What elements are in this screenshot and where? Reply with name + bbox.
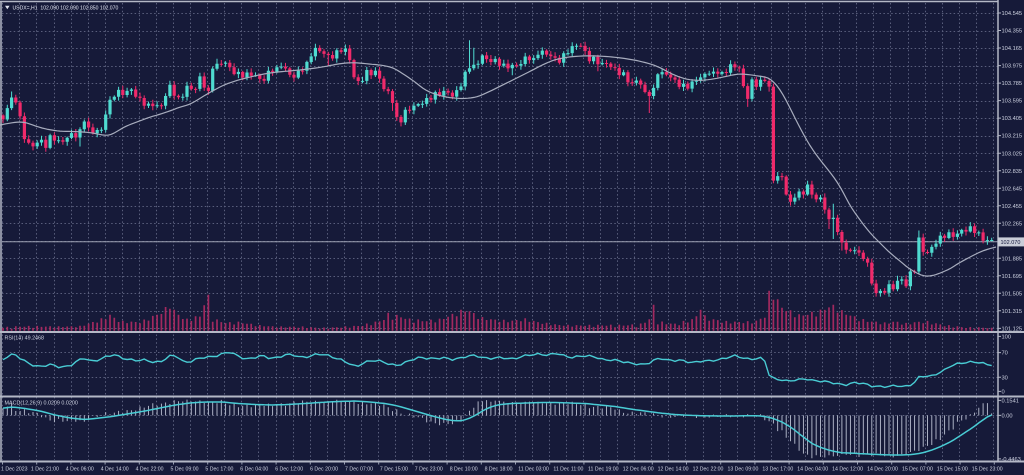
- svg-text:102.835: 102.835: [1002, 169, 1023, 175]
- svg-text:104.165: 104.165: [1002, 46, 1023, 52]
- svg-text:70: 70: [1002, 351, 1008, 357]
- svg-text:4 Dec 14:00: 4 Dec 14:00: [101, 466, 129, 472]
- svg-text:101.125: 101.125: [1002, 327, 1023, 333]
- svg-text:103.595: 103.595: [1002, 99, 1023, 105]
- svg-text:11 Dec 19:00: 11 Dec 19:00: [588, 466, 619, 472]
- svg-text:8 Dec 10:00: 8 Dec 10:00: [450, 466, 478, 472]
- svg-text:8 Dec 18:00: 8 Dec 18:00: [485, 466, 513, 472]
- svg-text:13 Dec 09:00: 13 Dec 09:00: [727, 466, 758, 472]
- svg-text:5 Dec 17:00: 5 Dec 17:00: [205, 466, 233, 472]
- svg-text:12 Dec 22:00: 12 Dec 22:00: [693, 466, 724, 472]
- svg-text:12 Dec 14:00: 12 Dec 14:00: [658, 466, 689, 472]
- svg-text:15 Dec 07:00: 15 Dec 07:00: [902, 466, 933, 472]
- svg-text:102.070: 102.070: [1001, 240, 1021, 246]
- svg-text:USDX=,H1 102.090 102.090 102.: USDX=,H1 102.090 102.090 102.850 102.070: [13, 5, 119, 11]
- svg-text:0.00: 0.00: [1002, 414, 1013, 420]
- svg-text:100: 100: [1002, 335, 1012, 341]
- svg-text:14 Dec 12:00: 14 Dec 12:00: [832, 466, 863, 472]
- svg-text:102.265: 102.265: [1002, 221, 1023, 227]
- svg-text:15 Dec 15:00: 15 Dec 15:00: [937, 466, 968, 472]
- svg-text:102.455: 102.455: [1002, 204, 1023, 210]
- svg-text:7 Dec 23:00: 7 Dec 23:00: [415, 466, 443, 472]
- svg-text:11 Dec 11:00: 11 Dec 11:00: [553, 466, 583, 472]
- svg-text:101.505: 101.505: [1002, 291, 1023, 297]
- svg-text:4 Dec 06:00: 4 Dec 06:00: [66, 466, 94, 472]
- svg-text:30: 30: [1002, 375, 1008, 381]
- svg-text:MACD(12,26,9) 0.0209 0.0200: MACD(12,26,9) 0.0209 0.0200: [5, 401, 78, 407]
- svg-text:12 Dec 06:00: 12 Dec 06:00: [623, 466, 654, 472]
- svg-text:0: 0: [1002, 390, 1005, 396]
- svg-text:103.405: 103.405: [1002, 116, 1023, 122]
- svg-text:-0.4463: -0.4463: [1002, 457, 1021, 463]
- svg-text:6 Dec 20:00: 6 Dec 20:00: [310, 466, 338, 472]
- svg-text:7 Dec 15:00: 7 Dec 15:00: [380, 466, 408, 472]
- svg-text:14 Dec 20:00: 14 Dec 20:00: [867, 466, 898, 472]
- svg-text:104.355: 104.355: [1002, 29, 1023, 35]
- svg-text:4 Dec 22:00: 4 Dec 22:00: [136, 466, 164, 472]
- svg-text:1 Dec 21:00: 1 Dec 21:00: [31, 466, 59, 472]
- svg-text:101.695: 101.695: [1002, 274, 1023, 280]
- svg-text:103.785: 103.785: [1002, 81, 1023, 87]
- svg-text:11 Dec 03:00: 11 Dec 03:00: [518, 466, 549, 472]
- svg-text:RSI(14) 49.2468: RSI(14) 49.2468: [5, 336, 45, 342]
- svg-text:101.885: 101.885: [1002, 256, 1023, 262]
- svg-text:7 Dec 07:00: 7 Dec 07:00: [345, 466, 373, 472]
- svg-text:5 Dec 09:00: 5 Dec 09:00: [171, 466, 199, 472]
- svg-text:101.315: 101.315: [1002, 309, 1023, 315]
- svg-text:14 Dec 04:00: 14 Dec 04:00: [797, 466, 828, 472]
- svg-text:6 Dec 12:00: 6 Dec 12:00: [275, 466, 303, 472]
- svg-text:103.025: 103.025: [1002, 151, 1023, 157]
- svg-text:0.1541: 0.1541: [1002, 399, 1019, 405]
- svg-text:15 Dec 23:00: 15 Dec 23:00: [972, 466, 1003, 472]
- svg-text:1 Dec 2023: 1 Dec 2023: [1, 466, 28, 472]
- svg-text:13 Dec 17:00: 13 Dec 17:00: [762, 466, 793, 472]
- svg-text:103.215: 103.215: [1002, 134, 1023, 140]
- svg-text:103.975: 103.975: [1002, 64, 1023, 70]
- svg-text:104.545: 104.545: [1002, 11, 1023, 17]
- svg-text:102.645: 102.645: [1002, 186, 1023, 192]
- svg-text:6 Dec 04:00: 6 Dec 04:00: [240, 466, 268, 472]
